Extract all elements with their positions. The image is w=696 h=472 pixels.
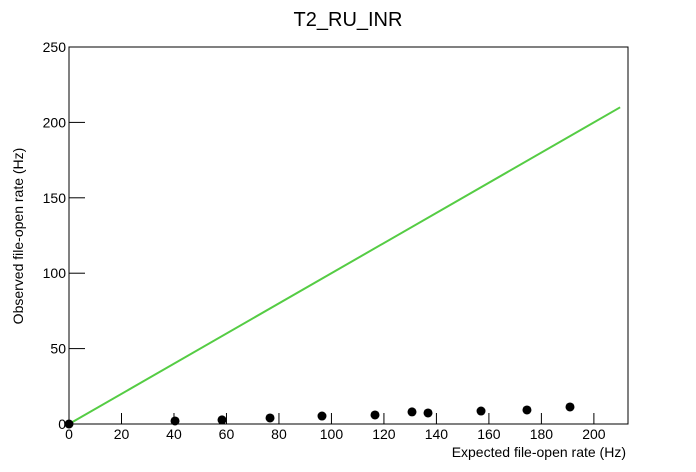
x-tick-label: 200 xyxy=(582,426,606,442)
x-tick-label: 120 xyxy=(372,426,396,442)
y-tick-label: 150 xyxy=(43,190,67,206)
data-point xyxy=(64,419,74,429)
plot-frame xyxy=(68,46,629,425)
y-tick-label: 250 xyxy=(43,39,67,55)
data-point xyxy=(217,415,227,425)
data-point xyxy=(317,411,327,421)
x-tick-label: 20 xyxy=(114,426,130,442)
data-point xyxy=(370,410,380,420)
x-tick-label: 40 xyxy=(166,426,182,442)
x-tick-label: 0 xyxy=(65,426,73,442)
data-point xyxy=(565,402,575,412)
y-tick-label: 200 xyxy=(43,114,67,130)
x-tick-label: 60 xyxy=(219,426,235,442)
data-point xyxy=(476,406,486,416)
y-tick-label: 100 xyxy=(43,265,67,281)
y-tick-label: 50 xyxy=(50,341,66,357)
x-tick-label: 140 xyxy=(425,426,449,442)
data-point xyxy=(407,407,417,417)
x-tick-label: 160 xyxy=(477,426,501,442)
data-point xyxy=(170,416,180,426)
chart-title: T2_RU_INR xyxy=(294,9,403,31)
x-tick-label: 80 xyxy=(271,426,287,442)
x-axis-label: Expected file-open rate (Hz) xyxy=(452,444,626,460)
x-tick-label: 100 xyxy=(320,426,344,442)
data-point xyxy=(423,408,433,418)
diagonal-line xyxy=(68,106,621,425)
y-tick-label: 0 xyxy=(58,416,66,432)
data-point xyxy=(522,405,532,415)
x-tick-label: 180 xyxy=(530,426,554,442)
y-axis-label: Observed file-open rate (Hz) xyxy=(10,148,26,325)
data-point xyxy=(265,413,275,423)
